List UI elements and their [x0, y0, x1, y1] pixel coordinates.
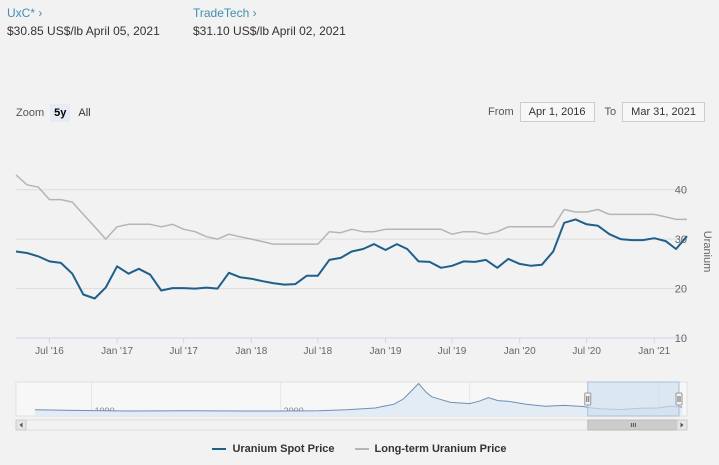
y-tick-label: 20: [675, 284, 687, 296]
from-label: From: [488, 106, 514, 118]
arrow-right-icon: [680, 422, 684, 428]
ticker-quote: $31.10 US$/lb April 02, 2021: [193, 24, 346, 38]
legend-swatch-spot: [212, 448, 227, 450]
navigator[interactable]: 1990200020102020: [0, 380, 719, 435]
legend-label: Uranium Spot Price: [232, 443, 335, 455]
navigator-area: [34, 383, 683, 416]
uranium-price-chart[interactable]: Jul '16 Jan '17 Jul '17 Jan '18 Jul '18 Jan '…: [0, 160, 719, 360]
y-tick-label: 30: [675, 234, 687, 246]
legend-label: Long-term Uranium Price: [374, 443, 507, 455]
series-lines: [15, 174, 688, 300]
scrollbar-track[interactable]: [15, 419, 688, 431]
ticker-tradetech[interactable]: TradeTech › $31.10 US$/lb April 02, 2021: [193, 6, 346, 39]
ticker-name[interactable]: UxC* ›: [7, 6, 43, 20]
x-tick-label: Jul '20: [572, 346, 601, 357]
x-tick-label: Jan '19: [370, 346, 402, 357]
legend-item-spot[interactable]: Uranium Spot Price: [212, 443, 335, 455]
ticker-name[interactable]: TradeTech ›: [193, 6, 257, 20]
legend: Uranium Spot Price Long-term Uranium Pri…: [0, 443, 719, 455]
zoom-controls: Zoom 5y All: [16, 104, 99, 122]
x-tick-label: Jan '21: [638, 346, 670, 357]
zoom-label: Zoom: [16, 107, 45, 119]
navigator-selection[interactable]: [587, 381, 680, 417]
to-label: To: [604, 106, 617, 118]
zoom-5y-button[interactable]: 5y: [50, 104, 71, 122]
zoom-all-button[interactable]: All: [78, 107, 91, 119]
ticker-uxc[interactable]: UxC* › $30.85 US$/lb April 05, 2021: [7, 6, 160, 39]
x-tick-label: Jul '16: [35, 346, 64, 357]
x-tick-label: Jan '20: [504, 346, 536, 357]
y-tick-label: 10: [675, 333, 687, 345]
y-axis: 10 20 30 40: [675, 185, 687, 345]
date-range-selector: From Apr 1, 2016 To Mar 31, 2021: [488, 102, 711, 122]
navigator-handle-right[interactable]: [675, 392, 683, 406]
to-date-input[interactable]: Mar 31, 2021: [622, 102, 705, 122]
y-tick-label: 40: [675, 185, 687, 197]
y-axis-label: Uranium: [701, 231, 713, 273]
from-date-input[interactable]: Apr 1, 2016: [519, 102, 595, 122]
legend-item-longterm[interactable]: Long-term Uranium Price: [354, 443, 507, 455]
x-tick-label: Jul '17: [169, 346, 198, 357]
navigator-handle-left[interactable]: [584, 392, 592, 406]
x-tick-label: Jan '18: [235, 346, 267, 357]
longterm-price-line: [15, 174, 687, 245]
spot-price-line: [15, 218, 688, 300]
x-tick-label: Jul '19: [438, 346, 467, 357]
x-axis: Jul '16 Jan '17 Jul '17 Jan '18 Jul '18 Jan '…: [16, 337, 687, 357]
legend-swatch-longterm: [354, 448, 369, 450]
ticker-quote: $30.85 US$/lb April 05, 2021: [7, 24, 160, 38]
x-tick-label: Jul '18: [304, 346, 333, 357]
x-tick-label: Jan '17: [101, 346, 133, 357]
arrow-left-icon: [19, 422, 23, 428]
